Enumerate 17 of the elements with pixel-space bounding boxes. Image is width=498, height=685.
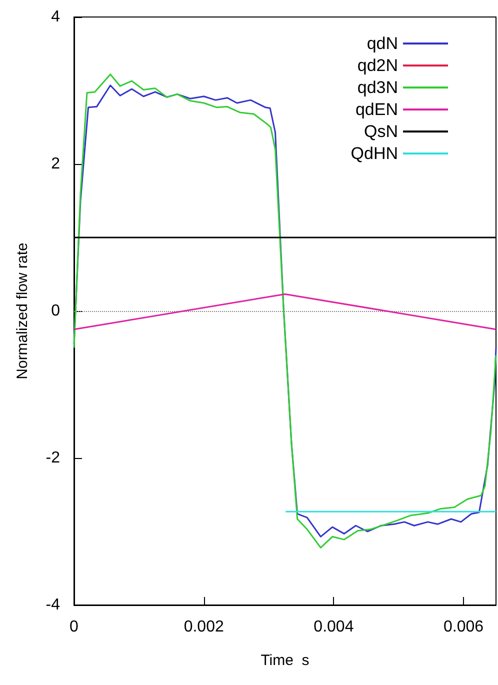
x-axis-title: Time s [260,652,310,669]
x-tick-label: 0.006 [444,618,484,636]
y-tick-label: 4 [51,8,60,26]
y-tick-label: 0 [51,302,60,320]
legend-label: qd3N [357,78,398,97]
y-tick-label: -4 [46,596,60,614]
x-tick-label: 0.002 [184,618,224,636]
legend-label: QdHN [350,144,398,163]
legend-label: qdN [366,34,398,53]
legend-label: QsN [364,122,398,141]
y-tick-label: 2 [51,156,60,172]
y-tick-label: -2 [46,450,60,466]
y-axis-title: Normalized flow rate [14,242,31,380]
x-tick-label: 0 [70,618,79,636]
x-tick-label: 0.004 [314,618,354,636]
legend-label: qd2N [357,56,398,75]
legend-label: qdEN [355,100,398,119]
